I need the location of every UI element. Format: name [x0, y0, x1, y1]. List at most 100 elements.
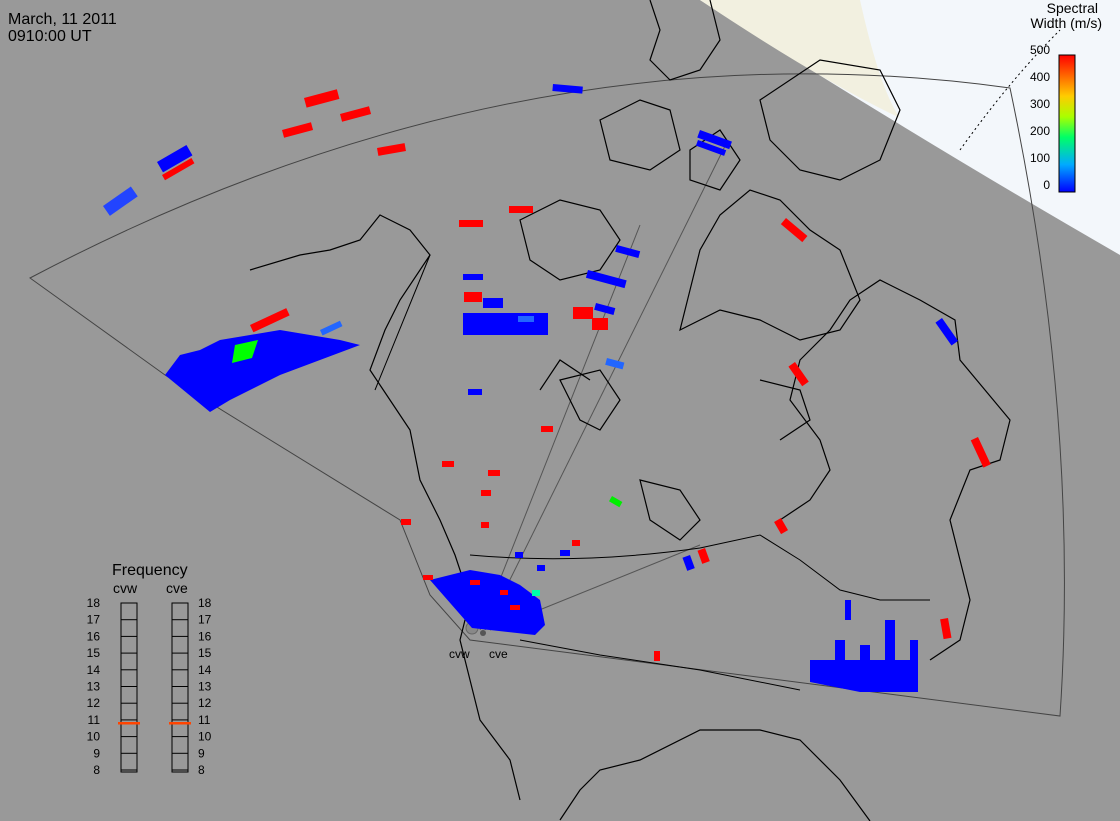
frequency-tick-label: 11 [88, 713, 101, 727]
echo-cell [481, 490, 491, 496]
frequency-tick-label: 10 [198, 730, 212, 744]
cve-label: cve [489, 647, 508, 661]
echo-cell [249, 308, 290, 333]
echo-cell [560, 550, 570, 556]
echo-cell [304, 89, 340, 108]
frequency-radar-left: cvw [113, 580, 138, 596]
fov-beam-line [484, 139, 729, 631]
political-borders [374, 254, 930, 691]
echo-cell [157, 145, 193, 173]
echo-cell [697, 130, 732, 150]
coastlines [249, 0, 1011, 821]
echo-cell [463, 313, 548, 335]
colorbar-tick-label: 200 [1030, 124, 1050, 138]
echo-cell [780, 217, 808, 243]
frequency-ladder [171, 602, 189, 773]
frequency-tick-label: 12 [198, 696, 212, 710]
echo-cell [609, 496, 623, 508]
echo-cell [162, 158, 195, 181]
echo-cell [340, 106, 372, 122]
frequency-tick-label: 16 [198, 629, 212, 643]
radar-site-marker [480, 630, 486, 636]
echo-cell [442, 461, 454, 467]
frequency-tick-label: 18 [87, 596, 101, 610]
frequency-tick-label: 9 [198, 746, 205, 760]
echo-cell [377, 143, 406, 156]
frequency-tick-label: 8 [198, 763, 205, 777]
echo-cell [541, 426, 553, 432]
echo-cell [572, 540, 580, 546]
frequency-tick-label: 17 [198, 613, 212, 627]
echo-cell [401, 519, 411, 525]
echo-cell [552, 83, 583, 94]
frequency-tick-label: 11 [198, 713, 211, 727]
echo-cell [695, 140, 727, 156]
frequency-tick-label: 15 [87, 646, 101, 660]
colorbar-gradient [1058, 54, 1076, 193]
terminator-circle [959, 29, 1061, 151]
fov-outline [29, 73, 1065, 717]
echo-cell [697, 547, 710, 564]
frequency-radar-right: cve [166, 580, 188, 596]
echo-cell [103, 186, 138, 216]
frequency-title: Frequency [112, 562, 188, 579]
echo-cell [594, 302, 616, 315]
echo-fan [430, 570, 545, 635]
echo-cell [320, 320, 343, 336]
echo-cell [510, 605, 520, 610]
echo-cell [464, 292, 482, 302]
date-label: March, 11 2011 [8, 11, 117, 28]
frequency-tick-label: 15 [198, 646, 212, 660]
frequency-tick-label: 13 [198, 680, 212, 694]
echo-patch [810, 620, 918, 692]
colorbar-tick-label: 500 [1030, 43, 1050, 57]
frequency-tick-label: 17 [87, 613, 101, 627]
echo-cell [940, 618, 952, 640]
colorbar-tick-label: 100 [1030, 151, 1050, 165]
echo-cell [592, 318, 608, 330]
frequency-tick-label: 9 [93, 746, 100, 760]
colorbar-subtitle: Width (m/s) [1030, 15, 1102, 31]
frequency-tick-label: 10 [87, 730, 101, 744]
echo-cell [483, 298, 503, 308]
terminator-zone [700, 0, 900, 118]
echo-cell [615, 245, 641, 258]
colorbar-tick-label: 0 [1043, 178, 1050, 192]
echo-cell [585, 270, 627, 289]
echo-cell [935, 317, 959, 346]
frequency-tick-label: 13 [87, 680, 101, 694]
echo-patch [165, 330, 360, 412]
echo-cell [970, 437, 991, 468]
echo-cell [423, 575, 433, 580]
echo-cell [788, 361, 809, 387]
fov-beam-line [479, 224, 641, 631]
colorbar-tick-label: 400 [1030, 70, 1050, 84]
echo-cell [845, 600, 851, 620]
echo-cell [509, 206, 533, 213]
echo-cell [515, 552, 523, 558]
frequency-tick-label: 14 [198, 663, 212, 677]
frequency-tick-label: 12 [87, 696, 101, 710]
echo-cell [537, 565, 545, 571]
echo-cell [500, 590, 508, 595]
echo-patch [232, 340, 258, 363]
frequency-tick-label: 14 [87, 663, 101, 677]
echo-cell [654, 651, 660, 661]
echo-cell [532, 590, 540, 596]
frequency-tick-label: 18 [198, 596, 212, 610]
echo-cell [573, 307, 593, 319]
colorbar: Spectral Width (m/s) 500 400 300 200 100… [1030, 0, 1102, 193]
frequency-tick-label: 8 [93, 763, 100, 777]
echo-cell [488, 470, 500, 476]
frequency-panel: Frequency cvw cve 18 17 16 15 14 13 12 11 10 9 8 18… [87, 562, 212, 777]
frequency-tick-label: 16 [87, 629, 101, 643]
echo-cell [682, 555, 695, 571]
colorbar-title: Spectral [1047, 0, 1098, 16]
echo-cell [468, 389, 482, 395]
echo-cell [470, 580, 480, 585]
echo-cell [459, 220, 483, 227]
echo-cell [774, 518, 789, 535]
frequency-ladder [120, 602, 138, 773]
